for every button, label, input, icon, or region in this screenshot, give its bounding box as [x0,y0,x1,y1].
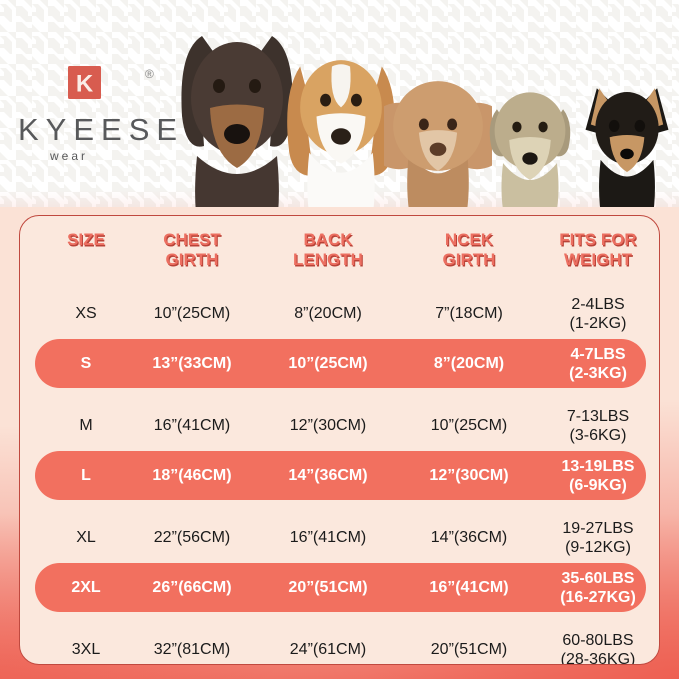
svg-text:K: K [76,71,94,98]
